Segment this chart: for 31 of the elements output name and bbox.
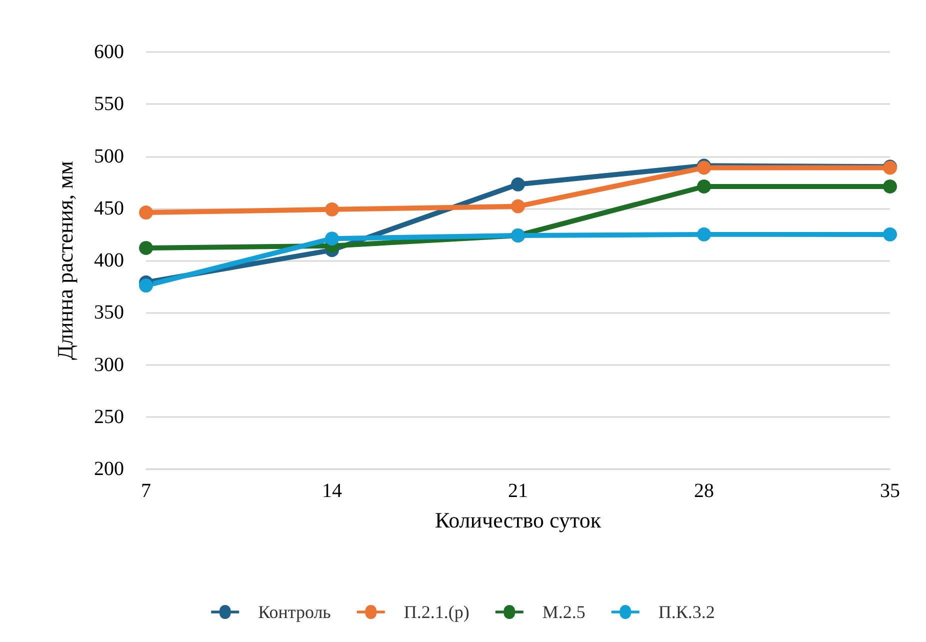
point bbox=[697, 227, 711, 242]
y-tick-label: 600 bbox=[94, 41, 124, 63]
y-tick-label: 400 bbox=[94, 250, 124, 272]
legend-label: П.К.3.2 bbox=[658, 602, 715, 622]
y-tick-label: 300 bbox=[94, 354, 124, 376]
x-tick-label: 14 bbox=[322, 480, 342, 502]
x-tick-label: 7 bbox=[141, 480, 151, 502]
y-tick-label: 250 bbox=[94, 406, 124, 428]
x-tick-label: 28 bbox=[694, 480, 714, 502]
legend-label: П.2.1.(р) bbox=[404, 602, 470, 622]
point bbox=[883, 179, 897, 194]
y-axis-title: Длинна растения, мм bbox=[52, 160, 78, 360]
x-tick-label: 35 bbox=[880, 480, 900, 502]
point bbox=[511, 199, 525, 214]
legend-label: Контроль bbox=[258, 602, 331, 622]
y-tick-label: 550 bbox=[94, 93, 124, 116]
point bbox=[139, 240, 153, 255]
y-tick-label: 350 bbox=[94, 302, 124, 324]
point bbox=[325, 232, 339, 246]
point bbox=[883, 227, 897, 242]
point bbox=[139, 278, 153, 293]
x-tick-label: 21 bbox=[508, 480, 528, 502]
point bbox=[325, 202, 339, 216]
legend-label: М.2.5 bbox=[542, 602, 586, 622]
y-tick-label: 500 bbox=[94, 145, 124, 168]
y-tick-label: 450 bbox=[94, 197, 124, 220]
point bbox=[139, 206, 153, 220]
y-tick-label: 200 bbox=[94, 458, 124, 480]
point bbox=[511, 177, 525, 192]
point bbox=[697, 179, 711, 194]
x-axis-title: Количество суток bbox=[434, 508, 602, 532]
